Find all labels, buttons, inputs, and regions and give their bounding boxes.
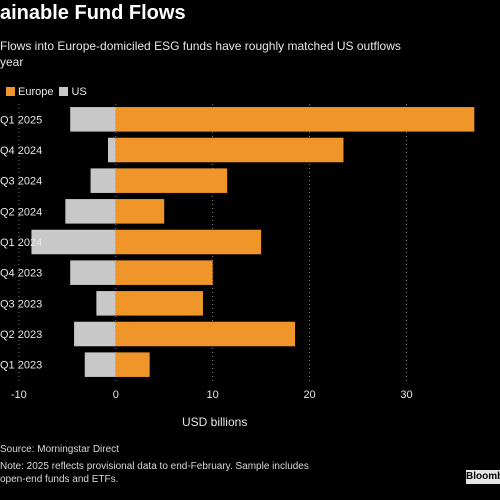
- category-label: Q1 2025: [0, 114, 42, 126]
- bar-us: [90, 168, 116, 193]
- x-tick-label: 20: [303, 389, 315, 401]
- chart-subtitle: Flows into Europe-domiciled ESG funds ha…: [0, 39, 401, 69]
- legend-label-us: US: [71, 86, 87, 98]
- bar-us: [65, 199, 116, 224]
- bar-us: [31, 229, 116, 255]
- legend-swatch-us: [59, 87, 69, 96]
- bar-us: [84, 352, 116, 377]
- x-tick-label: -10: [11, 389, 27, 401]
- chart-title: ainable Fund Flows: [0, 2, 186, 24]
- bar-europe: [115, 260, 213, 285]
- source-note: Source: Morningstar Direct: [0, 444, 119, 455]
- bar-europe: [115, 321, 296, 347]
- bar-us: [74, 321, 116, 347]
- bar-europe: [115, 291, 203, 316]
- bar-europe: [115, 352, 150, 377]
- category-label: Q3 2024: [0, 176, 42, 188]
- footnote: Note: 2025 reflects provisional data to …: [0, 461, 309, 485]
- bar-europe: [115, 107, 475, 132]
- category-label: Q4 2024: [0, 145, 42, 157]
- bar-us: [70, 107, 116, 132]
- x-tick-label: 30: [400, 389, 412, 401]
- legend-label-europe: Europe: [18, 86, 54, 98]
- category-label: Q1 2024: [0, 237, 42, 249]
- legend-swatch-europe: [6, 87, 15, 96]
- category-label: Q4 2023: [0, 268, 42, 280]
- bar-chart: Q1 2025 Q4 2024 Q3 2024 Q2 2024 Q1 2024 Q4 20…: [0, 104, 475, 429]
- category-label: Q2 2024: [0, 206, 42, 218]
- bar-europe: [115, 137, 344, 163]
- category-label: Q3 2023: [0, 298, 42, 310]
- x-axis-label: USD billions: [182, 415, 247, 429]
- bloomberg-logo: Bloomberg: [466, 470, 500, 484]
- bar-us: [96, 291, 116, 316]
- bar-europe: [115, 229, 262, 255]
- bar-us: [70, 260, 116, 285]
- x-tick-label: 10: [207, 389, 219, 401]
- bar-us: [108, 137, 116, 163]
- category-label: Q2 2023: [0, 329, 42, 341]
- chart-legend: Europe US: [0, 86, 87, 98]
- category-label: Q1 2023: [0, 360, 42, 372]
- bar-europe: [115, 168, 228, 193]
- x-tick-label: 0: [113, 389, 119, 401]
- bar-europe: [115, 199, 165, 224]
